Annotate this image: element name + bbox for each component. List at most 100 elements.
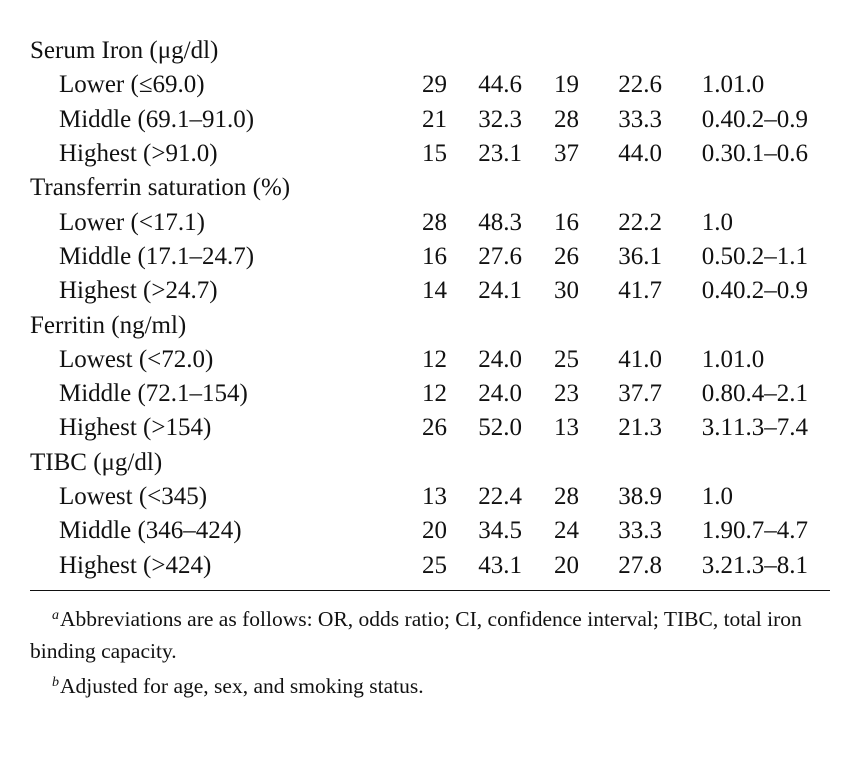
table-row: Lower (<17.1) 28 48.3 16 22.2 1.0	[30, 205, 830, 239]
cell: 12	[422, 345, 447, 373]
cell: 27.8	[618, 551, 662, 579]
cell: 34.5	[478, 517, 522, 545]
cell: 41.0	[618, 345, 662, 373]
table-row: Highest (>424) 25 43.1 20 27.8 3.2 1.3–8…	[30, 548, 830, 582]
table-row: Middle (346–424) 20 34.5 24 33.3 1.9 0.7…	[30, 514, 830, 548]
cell: 0.2–0.9	[733, 105, 808, 133]
cell: 1.0	[701, 345, 733, 373]
cell: 1.3–8.1	[733, 551, 808, 579]
cell: 28	[554, 105, 579, 133]
cell: 26	[554, 242, 579, 270]
cell: 38.9	[618, 483, 662, 510]
cell: 20	[422, 517, 447, 545]
row-label: Middle (72.1–154)	[59, 380, 248, 408]
cell: 0.8	[701, 380, 733, 408]
cell: 24.0	[478, 380, 522, 408]
footnote-mark-a: a	[52, 608, 59, 623]
cell: 0.4–2.1	[733, 380, 808, 408]
cell: 20	[554, 551, 579, 579]
cell: 19	[554, 71, 579, 99]
cell: 52.0	[478, 414, 522, 442]
cell	[733, 480, 830, 514]
cell: 28	[554, 483, 579, 510]
cell: 22.2	[618, 208, 662, 236]
cell: 44.6	[478, 71, 522, 99]
cell: 1.0	[733, 345, 765, 373]
footnote-a: aAbbreviations are as follows: OR, odds …	[30, 600, 830, 667]
footnote-b: bAdjusted for age, sex, and smoking stat…	[30, 667, 830, 702]
cell: 12	[422, 380, 447, 408]
group-label: Serum Iron (μg/dl)	[30, 37, 219, 65]
table-row: Middle (69.1–91.0) 21 32.3 28 33.3 0.4 0…	[30, 103, 830, 137]
table-row: Lowest (<345) 13 22.4 28 38.9 1.0	[30, 480, 830, 514]
row-label: Highest (>154)	[59, 414, 212, 442]
cell: 24.1	[478, 277, 522, 305]
cell: 0.1–0.6	[733, 140, 808, 168]
cell: 0.4	[701, 277, 733, 305]
row-label: Middle (69.1–91.0)	[59, 105, 255, 133]
cell: 13	[554, 414, 579, 442]
cell: 1.0	[733, 71, 765, 99]
cell: 1.9	[701, 517, 733, 545]
cell: 41.7	[618, 277, 662, 305]
table-row: Highest (>24.7) 14 24.1 30 41.7 0.4 0.2–…	[30, 274, 830, 308]
table-row: Lower (≤69.0) 29 44.6 19 22.6 1.0 1.0	[30, 68, 830, 102]
table-footnotes: aAbbreviations are as follows: OR, odds …	[30, 600, 830, 702]
cell: 1.3–7.4	[733, 414, 808, 442]
row-label: Highest (>424)	[59, 551, 212, 579]
table-row: Lowest (<72.0) 12 24.0 25 41.0 1.0 1.0	[30, 343, 830, 377]
row-label: Middle (346–424)	[59, 517, 242, 545]
cell: 48.3	[478, 208, 522, 236]
row-label: Highest (>24.7)	[59, 277, 218, 305]
table-row: Middle (72.1–154) 12 24.0 23 37.7 0.8 0.…	[30, 377, 830, 411]
cell: 0.5	[701, 242, 733, 270]
cell: 27.6	[478, 242, 522, 270]
cell: 3.2	[701, 551, 733, 579]
cell: 14	[422, 277, 447, 305]
cell: 43.1	[478, 551, 522, 579]
cell: 36.1	[618, 242, 662, 270]
group-label: Transferrin saturation (%)	[30, 174, 291, 202]
footnote-a-text: Abbreviations are as follows: OR, odds r…	[30, 607, 802, 663]
cell: 0.7–4.7	[733, 517, 808, 545]
table-bottom-rule	[30, 590, 830, 591]
footnote-b-text: Adjusted for age, sex, and smoking statu…	[60, 674, 424, 698]
cell: 15	[422, 140, 447, 168]
cell: 23.1	[478, 140, 522, 168]
cell: 3.1	[701, 414, 733, 442]
cell: 25	[422, 551, 447, 579]
row-label: Lower (≤69.0)	[59, 71, 205, 99]
cell: 28	[422, 208, 447, 236]
table-row: Highest (>91.0) 15 23.1 37 44.0 0.3 0.1–…	[30, 137, 830, 171]
cell: 23	[554, 380, 579, 408]
cell: 29	[422, 71, 447, 99]
row-label: Highest (>91.0)	[59, 140, 218, 168]
cell: 24.0	[478, 345, 522, 373]
cell: 0.2–1.1	[733, 242, 808, 270]
cell: 21	[422, 105, 447, 133]
cell: 0.2–0.9	[733, 277, 808, 305]
cell: 37	[554, 140, 579, 168]
cell: 24	[554, 517, 579, 545]
cell: 32.3	[478, 105, 522, 133]
group-header-row: Serum Iron (μg/dl)	[30, 34, 830, 68]
footnote-mark-b: b	[52, 675, 59, 690]
cell: 0.3	[701, 140, 733, 168]
cell	[733, 205, 830, 239]
group-header-row: TIBC (μg/dl)	[30, 446, 830, 480]
cell: 16	[422, 242, 447, 270]
cell: 1.0	[701, 483, 733, 510]
table-row: Highest (>154) 26 52.0 13 21.3 3.1 1.3–7…	[30, 411, 830, 445]
cell: 21.3	[618, 414, 662, 442]
cell: 13	[422, 483, 447, 510]
cell: 1.0	[701, 208, 733, 236]
group-header-row: Ferritin (ng/ml)	[30, 308, 830, 342]
cell: 16	[554, 208, 579, 236]
cell: 26	[422, 414, 447, 442]
group-label: Ferritin (ng/ml)	[30, 311, 187, 339]
cell: 33.3	[618, 105, 662, 133]
row-label: Middle (17.1–24.7)	[59, 242, 255, 270]
cell: 1.0	[701, 71, 733, 99]
row-label: Lowest (<72.0)	[59, 345, 214, 373]
